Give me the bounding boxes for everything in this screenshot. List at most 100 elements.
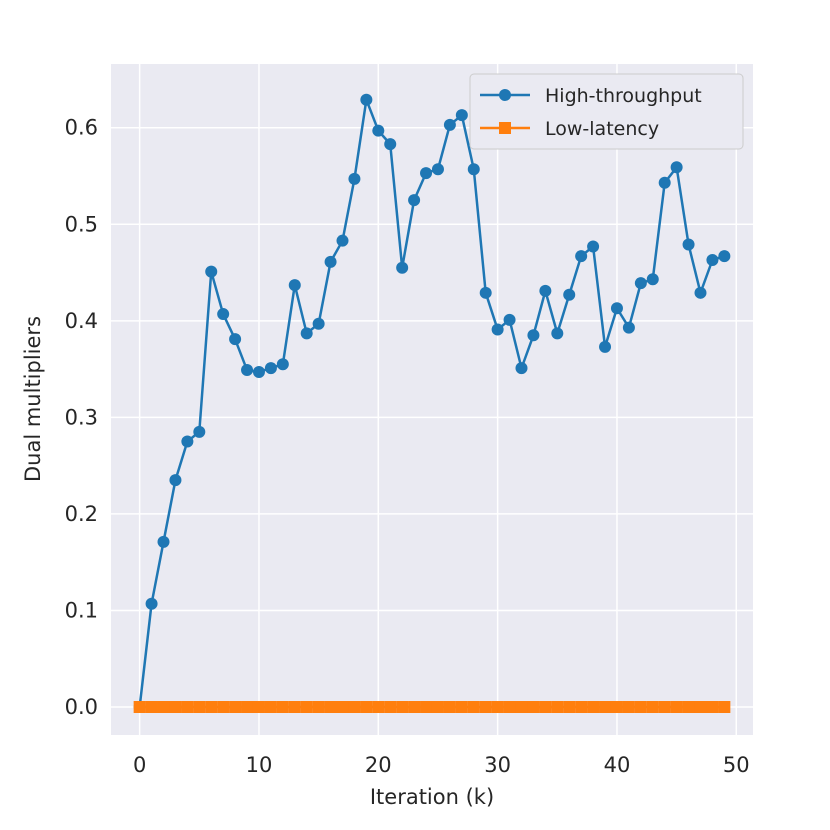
legend-label-low-latency: Low-latency (545, 118, 659, 140)
data-point-low-latency (181, 701, 194, 714)
plot-background (111, 64, 753, 735)
data-point-high-throughput (217, 308, 230, 321)
data-point-high-throughput (396, 261, 409, 274)
data-point-high-throughput (300, 327, 313, 340)
data-point-high-throughput (610, 302, 623, 315)
legend-box (469, 73, 744, 150)
data-point-high-throughput (288, 279, 301, 292)
y-tick-label: 0.6 (65, 116, 98, 140)
data-point-high-throughput (384, 138, 397, 151)
data-point-high-throughput (157, 535, 170, 548)
data-point-low-latency (575, 701, 588, 714)
data-point-high-throughput (420, 167, 433, 180)
data-point-high-throughput (515, 362, 528, 375)
data-point-low-latency (491, 701, 504, 714)
data-point-high-throughput (443, 118, 456, 131)
data-point-high-throughput (455, 109, 468, 122)
data-point-high-throughput (276, 358, 289, 371)
data-point-high-throughput (193, 425, 206, 438)
data-point-low-latency (360, 701, 373, 714)
data-point-low-latency (706, 701, 719, 714)
data-point-low-latency (193, 701, 206, 714)
legend-marker-high-throughput (499, 89, 511, 101)
legend: High-throughput Low-latency (469, 73, 744, 150)
data-point-high-throughput (622, 321, 635, 334)
data-point-high-throughput (372, 124, 385, 137)
data-point-high-throughput (336, 234, 349, 247)
data-point-low-latency (610, 701, 623, 714)
data-point-high-throughput (587, 240, 600, 253)
data-point-high-throughput (682, 238, 695, 251)
data-point-high-throughput (646, 273, 659, 286)
data-point-low-latency (312, 701, 325, 714)
data-point-low-latency (622, 701, 635, 714)
data-point-high-throughput (694, 286, 707, 299)
data-point-high-throughput (205, 265, 218, 278)
data-point-high-throughput (181, 435, 194, 448)
data-point-low-latency (372, 701, 385, 714)
data-point-low-latency (431, 701, 444, 714)
y-axis-label: Dual multipliers (21, 316, 45, 482)
tick-labels: 0 10 20 30 40 50 0.0 0.1 0.2 0.3 0.4 0.5 0.6 (65, 116, 750, 777)
data-point-low-latency (169, 701, 182, 714)
data-point-low-latency (527, 701, 540, 714)
data-point-high-throughput (634, 277, 647, 290)
data-point-low-latency (264, 701, 277, 714)
data-point-low-latency (205, 701, 218, 714)
series-layer (133, 93, 731, 714)
data-point-high-throughput (145, 597, 158, 610)
data-point-high-throughput (467, 163, 480, 176)
y-tick-label: 0.0 (65, 695, 98, 719)
data-point-high-throughput (563, 288, 576, 301)
data-point-high-throughput (324, 255, 337, 268)
data-point-low-latency (241, 701, 254, 714)
data-point-low-latency (396, 701, 409, 714)
y-tick-label: 0.1 (65, 598, 98, 622)
x-tick-label: 50 (723, 753, 750, 777)
data-point-high-throughput (706, 253, 719, 266)
data-point-high-throughput (312, 317, 325, 330)
x-tick-label: 20 (365, 753, 392, 777)
data-point-low-latency (443, 701, 456, 714)
data-point-low-latency (455, 701, 468, 714)
data-point-high-throughput (503, 313, 516, 326)
data-point-low-latency (145, 701, 158, 714)
data-point-high-throughput (348, 172, 361, 185)
data-point-high-throughput (360, 93, 373, 106)
data-point-low-latency (551, 701, 564, 714)
data-point-low-latency (694, 701, 707, 714)
data-point-low-latency (288, 701, 301, 714)
data-point-high-throughput (252, 365, 265, 378)
data-point-low-latency (539, 701, 552, 714)
data-point-high-throughput (658, 176, 671, 189)
x-tick-label: 10 (246, 753, 273, 777)
data-point-high-throughput (718, 250, 731, 263)
data-point-high-throughput (229, 333, 242, 346)
data-point-low-latency (217, 701, 230, 714)
data-point-low-latency (515, 701, 528, 714)
data-point-high-throughput (551, 327, 564, 340)
x-tick-label: 30 (484, 753, 511, 777)
legend-label-high-throughput: High-throughput (545, 85, 702, 107)
data-point-low-latency (503, 701, 516, 714)
data-point-low-latency (348, 701, 361, 714)
data-point-high-throughput (408, 194, 421, 207)
data-point-high-throughput (670, 161, 683, 174)
data-point-low-latency (634, 701, 647, 714)
data-point-low-latency (336, 701, 349, 714)
data-point-high-throughput (599, 340, 612, 353)
x-tick-label: 40 (604, 753, 631, 777)
data-point-high-throughput (169, 474, 182, 487)
data-point-high-throughput (527, 329, 540, 342)
x-tick-label: 0 (133, 753, 146, 777)
data-point-low-latency (682, 701, 695, 714)
data-point-low-latency (467, 701, 480, 714)
data-point-high-throughput (264, 362, 277, 375)
data-point-high-throughput (241, 364, 254, 377)
data-point-low-latency (384, 701, 397, 714)
data-point-low-latency (420, 701, 433, 714)
data-point-high-throughput (491, 323, 504, 336)
data-point-high-throughput (539, 284, 552, 297)
data-point-high-throughput (575, 250, 588, 263)
